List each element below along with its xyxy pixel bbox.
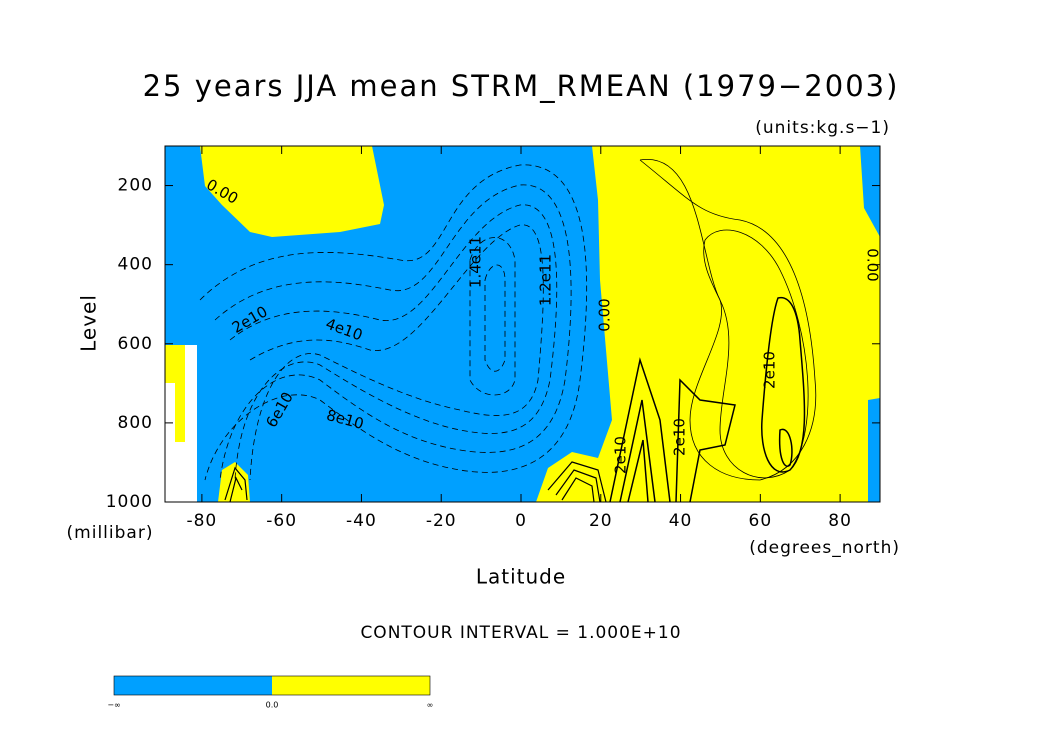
plot-area — [164, 145, 881, 503]
y-tick-label: 200 — [118, 176, 153, 196]
x-tick-label: 40 — [669, 511, 693, 531]
colorbar-positive — [272, 676, 430, 695]
x-axis-label: Latitude — [476, 565, 566, 589]
y-axis-unit: (millibar) — [67, 523, 154, 543]
colorbar-label: −∞ — [107, 701, 120, 710]
x-tick-label: -60 — [266, 511, 297, 531]
positive-region — [165, 345, 175, 383]
x-tick-label: -20 — [426, 511, 457, 531]
x-tick-label: 0 — [515, 511, 527, 531]
y-tick-label: 600 — [118, 334, 153, 354]
colorbar-frame — [113, 675, 431, 696]
positive-region — [218, 462, 250, 502]
x-tick-label: 80 — [828, 511, 852, 531]
contour-label: 1.2e11 — [537, 254, 555, 306]
colorbar-label: 0.0 — [266, 701, 279, 710]
chart-title: 25 years JJA mean STRM_RMEAN (1979−2003) — [143, 69, 900, 103]
x-tick-label: -80 — [186, 511, 217, 531]
y-tick-label: 800 — [118, 413, 153, 433]
colorbar-label: ∞ — [427, 701, 434, 710]
positive-region — [536, 146, 880, 502]
positive-region — [175, 345, 185, 442]
x-tick-label: -40 — [346, 511, 377, 531]
contour-label: 0.00 — [864, 248, 882, 281]
contour-label: 1.4e11 — [467, 236, 485, 288]
y-tick-label: 1000 — [106, 492, 153, 512]
contour-label: 0.00 — [596, 298, 614, 331]
positive-region — [200, 146, 384, 237]
positive-contours — [224, 159, 817, 503]
contour-label: 2e10 — [761, 351, 779, 389]
x-axis-unit: (degrees_north) — [749, 538, 900, 558]
colorbar-negative — [114, 676, 272, 695]
x-tick-label: 60 — [749, 511, 773, 531]
units: (units:kg.s−1) — [755, 118, 890, 138]
y-tick-label: 400 — [118, 255, 153, 275]
contour-note: CONTOUR INTERVAL = 1.000E+10 — [360, 623, 681, 643]
x-tick-label: 20 — [589, 511, 613, 531]
negative-contours — [199, 164, 588, 481]
contour-label: 2e10 — [612, 436, 630, 474]
frame — [164, 145, 881, 503]
y-axis-label: Level — [77, 294, 101, 352]
contour-label: 2e10 — [671, 418, 689, 456]
